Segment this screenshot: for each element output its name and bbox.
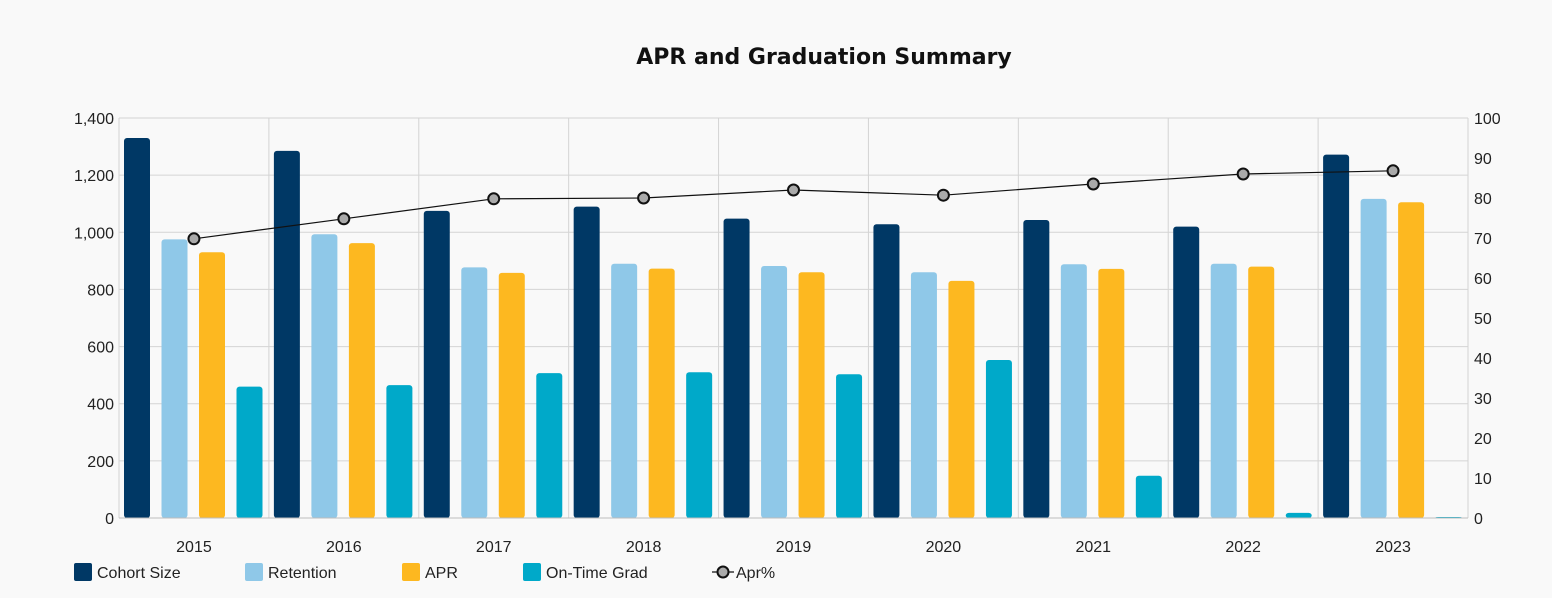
x-tick-label: 2015	[176, 539, 212, 556]
x-tick-label: 2022	[1225, 539, 1261, 556]
y-right-tick-label: 60	[1474, 271, 1492, 288]
apr-percent-point-2017	[487, 192, 501, 206]
y-right-tick-label: 70	[1474, 231, 1492, 248]
apr-percent-point-2015	[187, 232, 201, 246]
legend-swatch-cohort-size	[74, 563, 92, 581]
legend-swatch-apr	[402, 563, 420, 581]
y-right-tick-label: 30	[1474, 391, 1492, 408]
axes: 0 200 400 600 800 1,000 1,200 1,400 0 10 20 30 40 50 6…	[74, 111, 1501, 556]
y-right-tick-label: 40	[1474, 351, 1492, 368]
bar-on-time-grad-2021	[1135, 475, 1162, 518]
bar-apr-2020	[948, 280, 975, 518]
x-tick-label: 2018	[626, 539, 662, 556]
y-right-tick-label: 0	[1474, 511, 1483, 528]
bar-on-time-grad-2022	[1285, 512, 1312, 518]
x-tick-label: 2019	[776, 539, 812, 556]
x-tick-label: 2016	[326, 539, 362, 556]
legend-swatch-retention	[245, 563, 263, 581]
bar-retention-2015	[161, 239, 188, 518]
legend-label: Retention	[268, 565, 337, 582]
y-right-tick-label: 50	[1474, 311, 1492, 328]
bar-on-time-grad-2017	[536, 373, 563, 518]
legend-swatch-apr-percent-marker	[716, 565, 730, 579]
bar-apr-2015	[199, 252, 225, 519]
y-left-tick-label: 600	[87, 340, 114, 357]
x-tick-label: 2023	[1375, 539, 1411, 556]
apr-percent-point-2018	[637, 191, 651, 205]
bar-cohort-size-2022	[1173, 226, 1200, 519]
y-left-tick-label: 200	[87, 454, 114, 471]
bar-apr-2022	[1248, 266, 1275, 518]
apr-percent-point-2022	[1236, 167, 1250, 181]
apr-percent-line	[187, 164, 1400, 246]
bar-apr-2023	[1398, 202, 1425, 519]
y-left-tick-label: 1,200	[74, 168, 114, 185]
apr-percent-point-2020	[936, 188, 950, 202]
bar-cohort-size-2020	[873, 224, 900, 519]
y-right-tick-label: 100	[1474, 111, 1501, 128]
bar-on-time-grad-2019	[836, 374, 863, 518]
bar-retention-2023	[1360, 198, 1387, 518]
bar-retention-2019	[761, 266, 788, 518]
legend-label: Cohort Size	[97, 565, 181, 582]
apr-percent-point-2023	[1386, 164, 1400, 178]
bar-retention-2021	[1060, 264, 1087, 518]
y-left-tick-label: 1,000	[74, 225, 114, 242]
bar-on-time-grad-2015	[236, 386, 263, 518]
y-right-tick-label: 20	[1474, 431, 1492, 448]
y-right-tick-label: 90	[1474, 151, 1492, 168]
y-right-tick-label: 10	[1474, 471, 1492, 488]
apr-percent-polyline	[193, 170, 1394, 240]
bar-on-time-grad-2016	[386, 385, 413, 518]
bar-apr-2018	[648, 268, 675, 518]
bar-apr-2016	[348, 243, 375, 518]
bar-retention-2017	[461, 267, 488, 518]
bars	[124, 138, 1462, 519]
legend-swatch-on-time-grad	[523, 563, 541, 581]
bar-cohort-size-2016	[273, 150, 300, 518]
legend-label: On-Time Grad	[546, 565, 648, 582]
bar-cohort-size-2015	[124, 138, 150, 518]
apr-percent-point-2019	[787, 183, 800, 197]
bar-cohort-size-2023	[1323, 154, 1350, 519]
x-tick-label: 2017	[476, 539, 512, 556]
y-right-tick-label: 80	[1474, 191, 1492, 208]
apr-percent-point-2021	[1086, 177, 1100, 191]
bar-cohort-size-2018	[573, 206, 600, 519]
chart-title: APR and Graduation Summary	[636, 45, 1012, 70]
bar-retention-2020	[910, 272, 937, 518]
bar-apr-2021	[1098, 268, 1125, 518]
bar-cohort-size-2019	[723, 218, 750, 519]
legend: Cohort Size Retention APR On-Time Grad Apr%	[74, 563, 775, 582]
apr-percent-point-2016	[337, 212, 351, 226]
bar-apr-2019	[798, 272, 825, 518]
grid	[118, 117, 1469, 519]
bar-apr-2017	[498, 272, 525, 518]
y-left-tick-label: 400	[87, 397, 114, 414]
bar-cohort-size-2017	[423, 210, 450, 518]
bar-retention-2016	[311, 234, 338, 519]
bar-on-time-grad-2018	[686, 372, 713, 518]
bar-retention-2018	[611, 263, 638, 518]
y-left-tick-label: 1,400	[74, 111, 114, 128]
bar-on-time-grad-2020	[985, 360, 1012, 518]
y-left-tick-label: 0	[105, 511, 114, 528]
y-left-tick-label: 800	[87, 282, 114, 299]
x-tick-label: 2021	[1075, 539, 1111, 556]
bar-cohort-size-2021	[1023, 220, 1050, 518]
legend-label: APR	[425, 565, 458, 582]
x-tick-label: 2020	[926, 539, 962, 556]
bar-retention-2022	[1210, 263, 1237, 518]
legend-label: Apr%	[736, 565, 775, 582]
